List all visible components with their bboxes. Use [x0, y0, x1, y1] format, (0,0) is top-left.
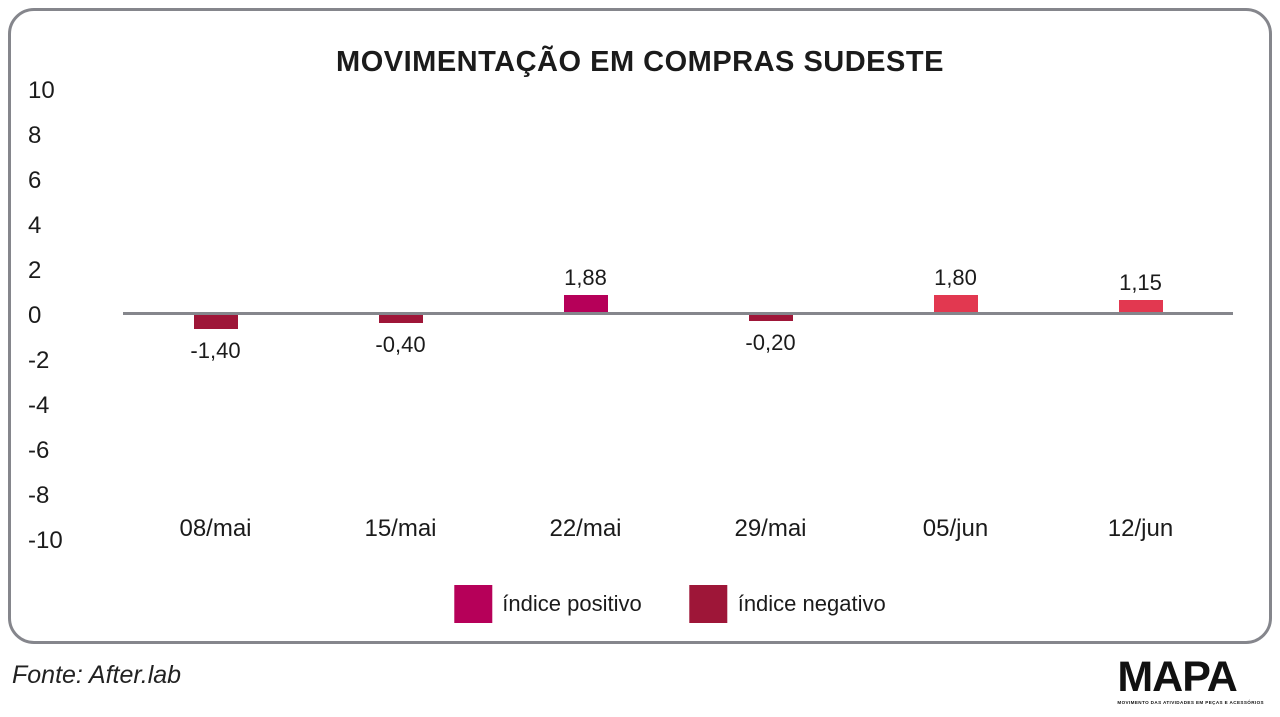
y-axis-tick-label: 0 [28, 302, 42, 329]
bar-value-label: 1,88 [564, 265, 607, 290]
bar-29/mai [748, 315, 793, 321]
legend: índice positivo índice negativo [454, 585, 886, 623]
bar-22/mai [563, 295, 608, 312]
chart-frame [8, 8, 1272, 644]
y-axis-tick-label: -4 [28, 392, 50, 419]
bar-value-label: 1,80 [934, 265, 977, 290]
x-axis-label: 05/jun [922, 515, 989, 542]
legend-label-negative: índice negativo [737, 591, 886, 616]
legend-swatch-positive [454, 585, 493, 623]
y-axis-tick-label: 4 [28, 212, 42, 239]
bar-12/jun [1118, 300, 1163, 312]
y-axis-tick-label: 6 [28, 167, 42, 194]
y-axis-tick-label: -10 [28, 527, 63, 554]
x-axis-label: 29/mai [734, 515, 807, 542]
bar-value-label: -1,40 [190, 338, 241, 363]
y-axis-tick-label: -8 [28, 482, 50, 509]
source-text: Fonte: After.lab [12, 661, 182, 689]
y-axis-tick-label: -6 [28, 437, 50, 464]
mapa-logo-tagline: MOVIMENTO DAS ATIVIDADES EM PEÇAS E ACES… [1117, 700, 1264, 705]
legend-label-positive: índice positivo [502, 591, 642, 616]
zero-axis-line [123, 312, 1233, 315]
bar-value-label: -0,20 [745, 330, 796, 355]
y-axis-tick-label: 8 [28, 122, 42, 149]
bar-08/mai [193, 315, 238, 329]
bar-15/mai [378, 315, 423, 323]
x-axis-label: 15/mai [364, 515, 437, 542]
x-axis-label: 08/mai [179, 515, 252, 542]
y-axis-tick-label: 2 [28, 257, 42, 284]
legend-swatch-negative [689, 585, 728, 623]
x-axis-label: 22/mai [549, 515, 622, 542]
bar-05/jun [933, 295, 978, 312]
y-axis-tick-label: -2 [28, 347, 50, 374]
chart-title: MOVIMENTAÇÃO EM COMPRAS SUDESTE [336, 46, 944, 78]
mapa-logo: MAPA MOVIMENTO DAS ATIVIDADES EM PEÇAS E… [1117, 655, 1264, 705]
y-axis-tick-label: 10 [28, 77, 55, 104]
bar-value-label: -0,40 [375, 332, 426, 357]
bar-value-label: 1,15 [1119, 270, 1162, 295]
mapa-logo-wordmark: MAPA [1117, 653, 1237, 701]
x-axis-label: 12/jun [1107, 515, 1174, 542]
